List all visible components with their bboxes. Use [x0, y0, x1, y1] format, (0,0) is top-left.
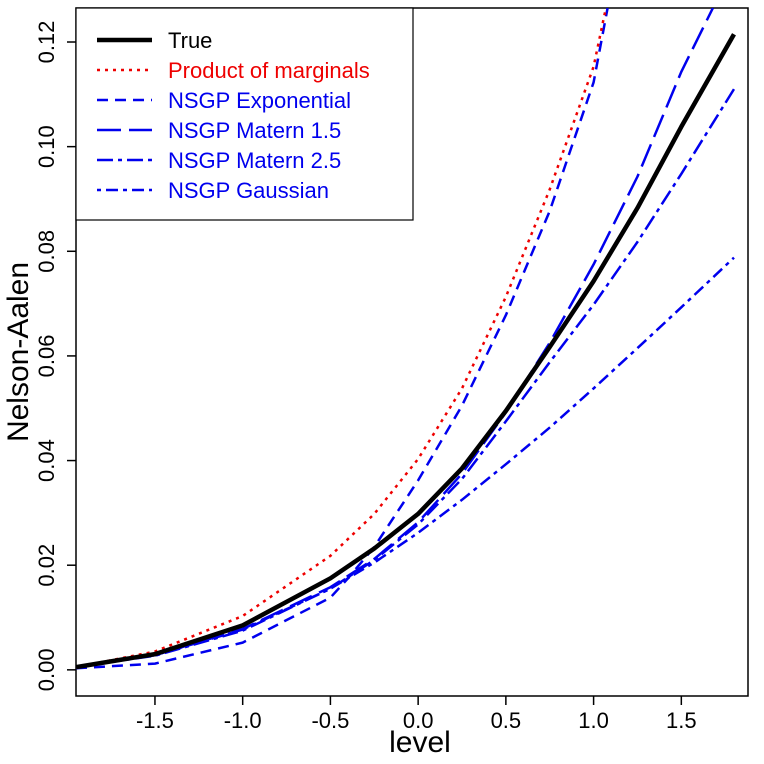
y-axis: 0.00 0.02 0.04 0.06 0.08 0.10 0.12 — [34, 21, 76, 691]
x-tick-label: -1.5 — [136, 708, 174, 733]
x-axis: -1.5 -1.0 -0.5 0.0 0.5 1.0 1.5 — [136, 696, 697, 733]
legend-label-nsgp-gaussian: NSGP Gaussian — [168, 178, 329, 203]
legend-box — [75, 7, 414, 221]
series-line-nsgp-matern-2-5 — [76, 88, 736, 669]
y-tick-label: 0.08 — [34, 230, 59, 273]
x-tick-label: 1.0 — [578, 708, 609, 733]
x-tick-label: -1.0 — [224, 708, 262, 733]
legend-label-true: True — [168, 28, 212, 53]
legend-label-nsgp-exponential: NSGP Exponential — [168, 88, 351, 113]
series-line-nsgp-gaussian — [76, 256, 735, 669]
x-tick-label: 0.0 — [403, 708, 434, 733]
y-tick-label: 0.10 — [34, 125, 59, 168]
legend-label-nsgp-matern-1-5: NSGP Matern 1.5 — [168, 118, 341, 143]
y-axis-title: Nelson-Aalen — [2, 262, 35, 442]
y-tick-label: 0.00 — [34, 648, 59, 691]
y-tick-label: 0.06 — [34, 335, 59, 378]
series-line-nsgp-exponential — [76, 8, 609, 670]
y-tick-label: 0.02 — [34, 544, 59, 587]
y-tick-label: 0.12 — [34, 21, 59, 64]
legend-label-nsgp-matern-2-5: NSGP Matern 2.5 — [168, 148, 341, 173]
legend-label-product-of-marginals: Product of marginals — [168, 58, 370, 83]
x-tick-label: 1.5 — [666, 708, 697, 733]
series-line-nsgp-matern-1-5 — [76, 8, 715, 669]
series-line-true — [76, 33, 736, 670]
legend: True Product of marginals NSGP Exponential… — [75, 7, 414, 221]
y-tick-label: 0.04 — [34, 439, 59, 482]
x-tick-label: -0.5 — [311, 708, 349, 733]
x-axis-title: level — [389, 726, 451, 759]
series-layer — [76, 8, 736, 670]
x-tick-label: 0.5 — [491, 708, 522, 733]
